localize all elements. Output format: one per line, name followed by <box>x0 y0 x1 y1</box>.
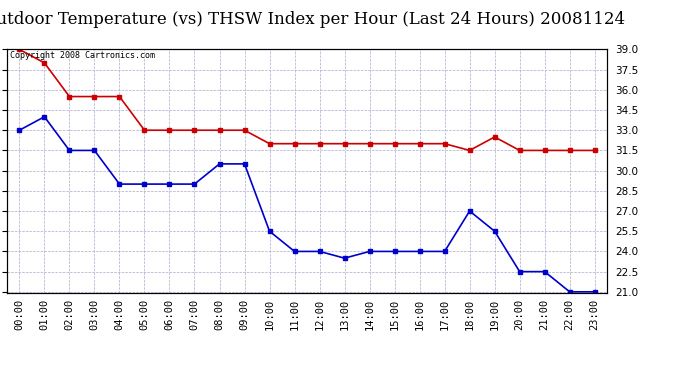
Text: Outdoor Temperature (vs) THSW Index per Hour (Last 24 Hours) 20081124: Outdoor Temperature (vs) THSW Index per … <box>0 11 624 28</box>
Text: Copyright 2008 Cartronics.com: Copyright 2008 Cartronics.com <box>10 51 155 60</box>
